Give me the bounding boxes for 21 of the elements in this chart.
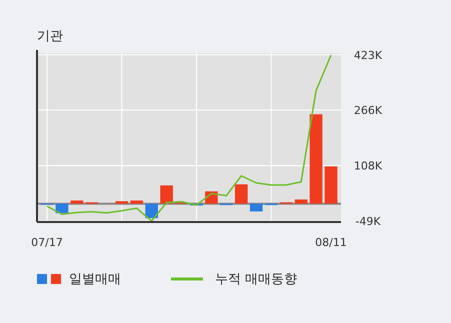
bar [56,204,68,214]
y-tick-label: 423K [354,48,383,62]
bar [250,204,263,212]
bar [115,201,128,204]
chart-title: 기관 [37,29,63,44]
x-tick-label: 08/11 [315,236,347,249]
y-tick-label: 108K [354,160,383,173]
bar [234,184,248,204]
y-tick-label: -49K [355,214,382,228]
legend-label: 일별매매 [69,272,121,287]
bar [70,200,84,204]
bar [294,199,308,204]
line-series [46,54,332,222]
y-tick-label: 266K [354,104,383,118]
legend-label: 누적 매매동향 [215,272,298,287]
bar [324,166,338,204]
bar [310,114,322,204]
bar [130,200,144,204]
x-tick-label: 07/17 [31,236,63,249]
bar [145,204,158,218]
bar [160,185,173,204]
